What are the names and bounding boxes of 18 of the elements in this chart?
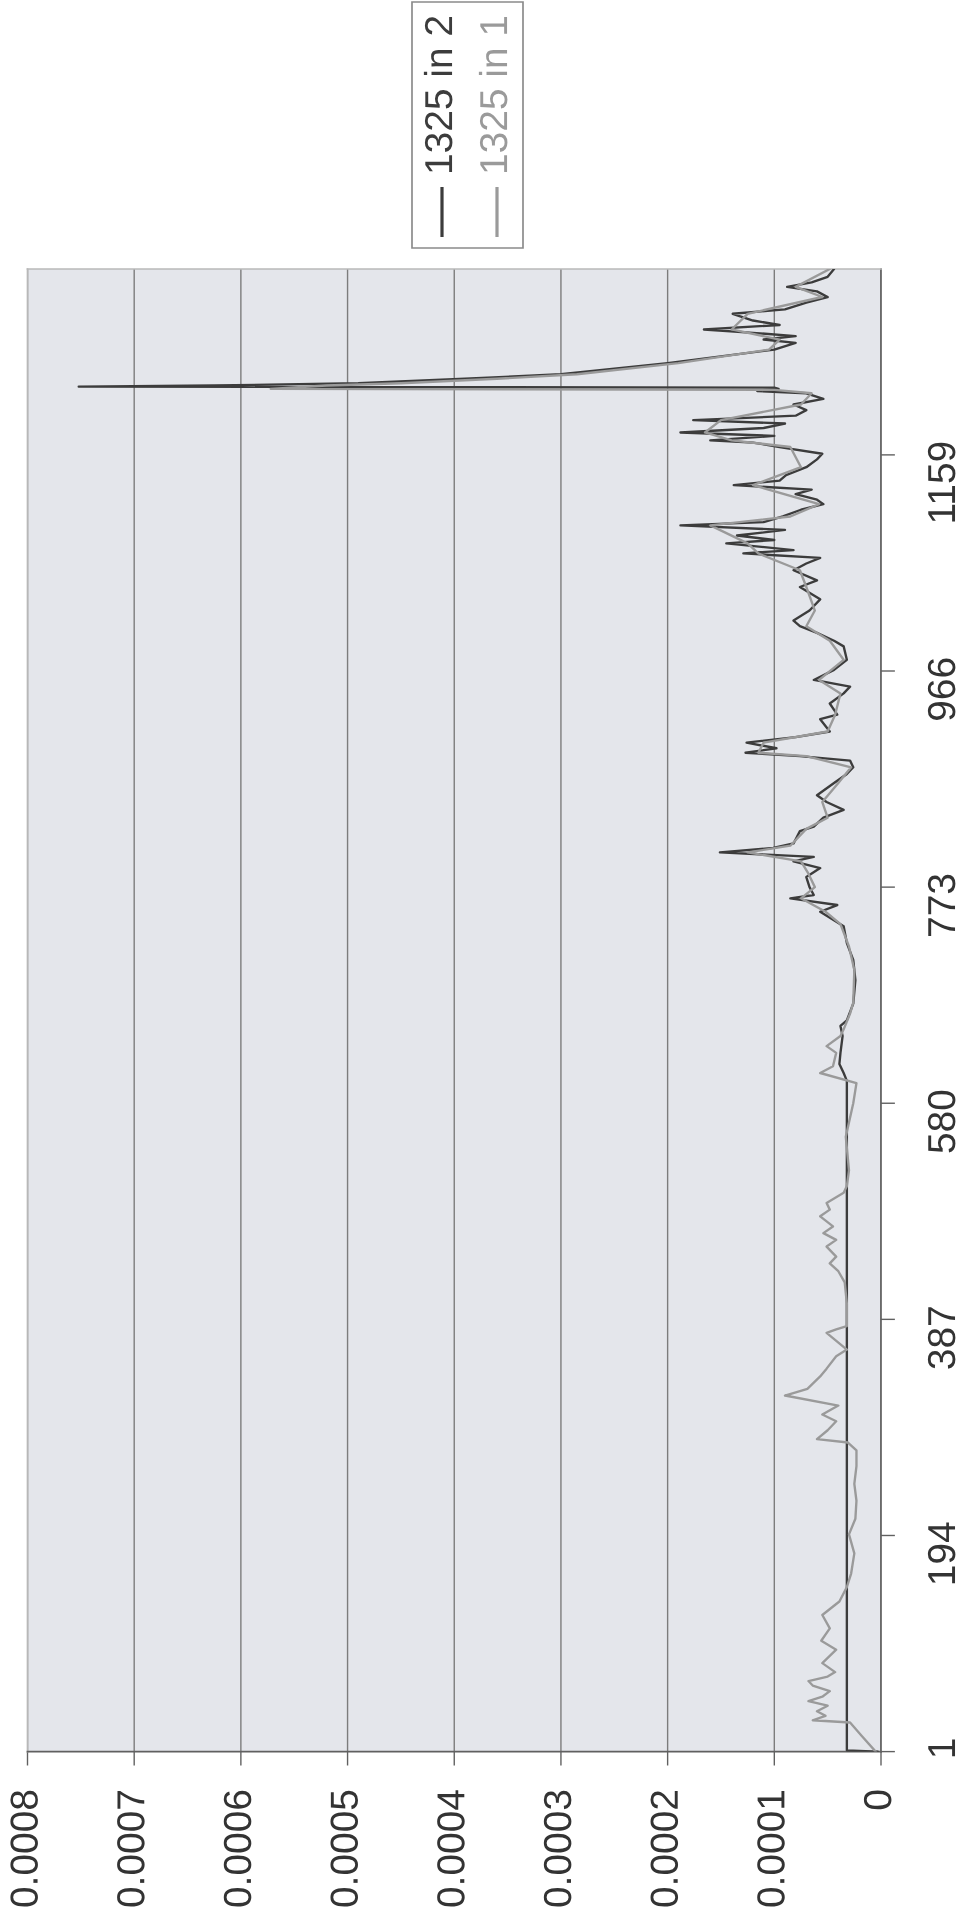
y-tick-label: 773	[927, 874, 956, 936]
x-tick-label: 0.0007	[117, 1791, 145, 1907]
x-tick-label: 0	[863, 1790, 892, 1810]
x-tick-label: 0.0005	[330, 1790, 358, 1907]
y-tick-label: 1159	[927, 442, 956, 522]
y-tick-label: 966	[927, 658, 956, 720]
x-tick-label: 0.0003	[543, 1790, 572, 1907]
x-tick-label: 0.0006	[223, 1790, 252, 1907]
text: 1325 in 1	[478, 16, 508, 173]
x-tick-label: 0.0002	[650, 1791, 679, 1907]
y-tick-label: 1	[928, 1739, 956, 1757]
x-tick-label: 0.0001	[757, 1790, 785, 1907]
x-tick-label: 0.0008	[10, 1790, 38, 1907]
y-tick-label: 194	[927, 1522, 956, 1584]
y-tick-label: 387	[927, 1307, 956, 1369]
y-tick-label: 580	[927, 1090, 956, 1153]
text: 1325 in 2	[423, 16, 453, 173]
x-tick-label: 0.0004	[437, 1790, 465, 1907]
